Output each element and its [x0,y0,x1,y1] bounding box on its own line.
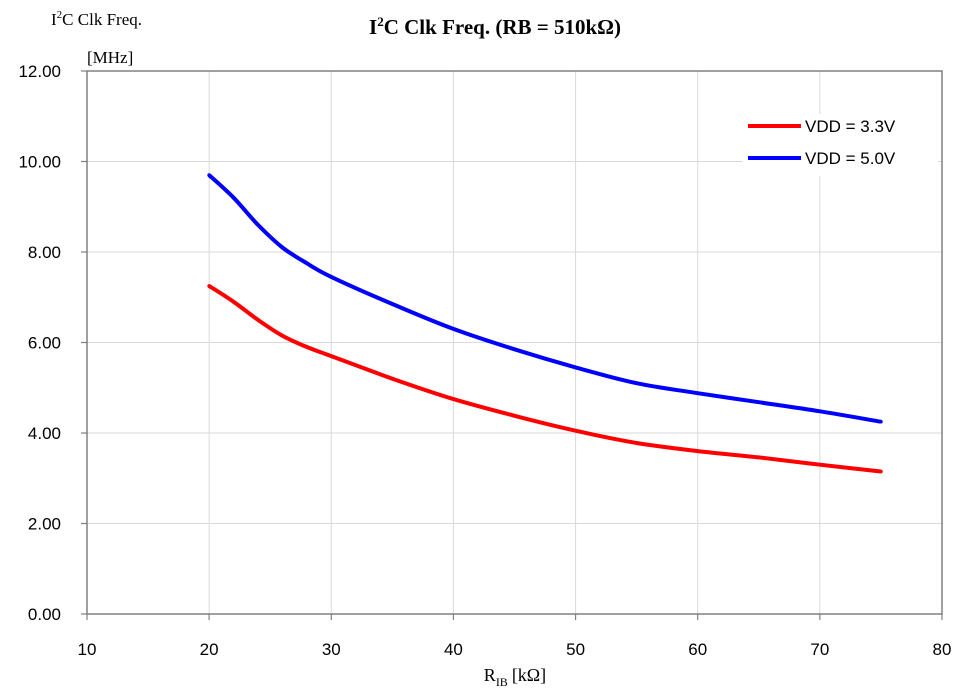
data-point-0-14 [879,469,883,474]
series-layer [207,173,883,474]
data-point-1-2 [256,223,260,227]
data-point-1-0 [207,173,211,177]
legend-label-vdd33: VDD = 3.3V [805,117,896,136]
x-tick-label: 60 [688,640,707,659]
series-line-1 [207,173,882,424]
x-tick-label: 30 [322,640,341,659]
data-point-0-10 [634,441,639,445]
x-axis-label-main: R [484,665,496,685]
chart-title-prefix: I [369,15,377,39]
x-tick-label: 20 [200,640,219,659]
data-point-1-1 [231,195,236,200]
y-tick-label: 0.00 [28,605,61,624]
chart-title-rest: C Clk Freq. (RB = 510kΩ) [384,15,621,39]
data-point-0-5 [329,354,334,358]
data-point-1-14 [879,419,883,424]
data-point-0-2 [256,318,260,322]
y-tick-label: 6.00 [28,334,61,353]
y-tick-label: 10.00 [18,153,61,172]
y-tick-label: 8.00 [28,243,61,262]
data-point-0-1 [231,299,236,304]
data-point-1-5 [329,275,334,279]
data-point-1-7 [451,327,456,331]
x-axis-label: RIB [kΩ] [484,665,546,689]
data-point-1-10 [634,381,639,386]
series-line-0 [208,284,882,474]
legend: VDD = 3.3V VDD = 5.0V [742,114,938,176]
data-point-0-12 [756,455,761,460]
y-axis-unit: [MHz] [87,48,133,67]
data-point-1-6 [390,302,395,306]
tick-labels: 10 20 30 40 50 60 70 80 0.00 2.00 4.00 6.00 8.00 10.0… [18,62,951,659]
data-point-1-4 [305,261,309,266]
data-point-1-12 [756,400,761,405]
x-tick-label: 80 [933,640,952,659]
data-point-0-13 [818,462,822,467]
data-point-0-0 [207,284,211,288]
data-point-0-8 [512,414,517,418]
chart-title: I2C Clk Freq. (RB = 510kΩ) [369,14,621,39]
x-tick-label: 40 [444,640,463,659]
y-tick-label: 12.00 [18,62,61,81]
y-axis-label: I2C Clk Freq. [51,9,142,29]
data-point-0-7 [451,397,456,401]
data-point-0-6 [390,376,395,381]
data-point-0-4 [305,345,309,349]
x-axis-label-unit: [kΩ] [512,665,546,685]
legend-label-vdd50: VDD = 5.0V [805,149,896,168]
chart-title-sup: 2 [377,14,384,29]
data-point-1-9 [573,365,578,370]
y-axis-label-sup: 2 [57,9,63,21]
data-point-1-8 [512,347,517,352]
y-axis-label-prefix: I [51,10,57,29]
x-tick-label: 70 [810,640,829,659]
data-point-1-13 [818,409,822,414]
data-point-1-11 [695,391,700,395]
x-axis-label-sub: IB [496,675,508,689]
y-tick-label: 2.00 [28,515,61,534]
y-axis-label-rest: C Clk Freq. [62,10,142,29]
grid [87,71,942,614]
data-point-0-11 [695,449,700,453]
data-point-1-3 [280,245,285,250]
x-tick-label: 10 [78,640,97,659]
y-tick-label: 4.00 [28,424,61,443]
x-tick-label: 50 [566,640,585,659]
data-point-0-3 [280,333,285,338]
data-point-0-9 [573,428,578,433]
